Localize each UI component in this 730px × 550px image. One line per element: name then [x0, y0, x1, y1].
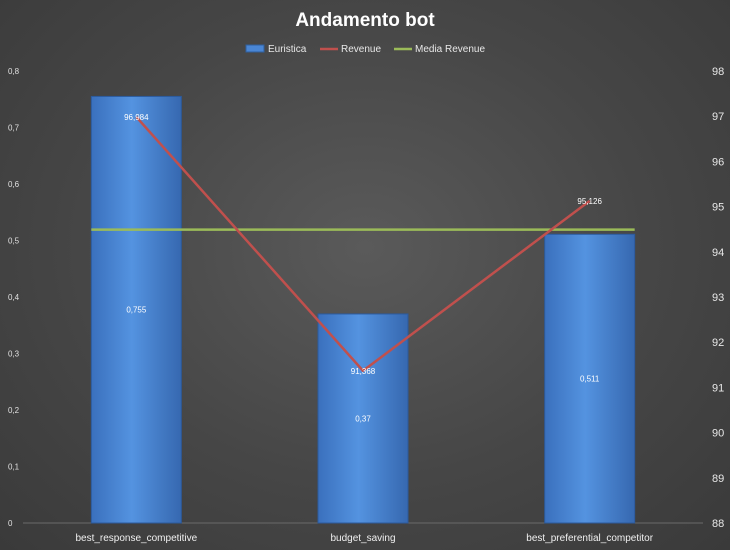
- left-tick-label: 0,8: [8, 67, 20, 76]
- legend-label-euristica: Euristica: [268, 44, 307, 55]
- right-tick-label: 98: [712, 66, 724, 78]
- right-tick-label: 90: [712, 428, 724, 440]
- bar-data-label: 0,755: [126, 306, 147, 315]
- bar-data-label: 0,511: [580, 375, 600, 384]
- line-series: [91, 116, 635, 373]
- category-axis: best_response_competitive budget_saving be…: [75, 533, 653, 544]
- legend-label-media-revenue: Media Revenue: [415, 44, 485, 55]
- bar-series: [90, 95, 636, 524]
- category-label: best_response_competitive: [75, 533, 197, 544]
- revenue-data-label: 95,126: [577, 197, 602, 206]
- bar: [544, 233, 636, 524]
- right-tick-label: 89: [712, 473, 724, 485]
- left-tick-label: 0,6: [8, 180, 20, 189]
- category-label: budget_saving: [330, 533, 395, 544]
- revenue-data-label: 91,368: [351, 367, 376, 376]
- left-tick-label: 0,5: [8, 237, 20, 246]
- legend: Euristica Revenue Media Revenue: [245, 44, 485, 55]
- left-tick-label: 0,3: [8, 350, 20, 359]
- revenue-data-label: 96,984: [124, 113, 149, 122]
- right-axis: 88 89 90 91 92 93 94 95 96 97 98: [712, 66, 724, 530]
- right-tick-label: 96: [712, 156, 724, 168]
- left-tick-label: 0: [8, 519, 13, 528]
- legend-label-revenue: Revenue: [341, 44, 381, 55]
- legend-swatch-euristica: [245, 44, 265, 53]
- left-tick-label: 0,7: [8, 124, 20, 133]
- right-tick-label: 95: [712, 202, 724, 214]
- left-tick-label: 0,4: [8, 293, 20, 302]
- data-labels: 0,755 0,37 0,511 96,984 91,368 95,126: [124, 113, 602, 424]
- right-tick-label: 91: [712, 382, 724, 394]
- right-tick-label: 88: [712, 518, 724, 530]
- bar: [90, 95, 182, 524]
- line-revenue: [135, 116, 591, 373]
- right-tick-label: 92: [712, 337, 724, 349]
- bar-data-label: 0,37: [355, 414, 371, 423]
- left-tick-label: 0,1: [8, 463, 20, 472]
- right-tick-label: 94: [712, 247, 724, 259]
- right-tick-label: 97: [712, 111, 724, 123]
- left-tick-label: 0,2: [8, 406, 20, 415]
- chart-title: Andamento bot: [295, 10, 435, 31]
- category-label: best_preferential_competitor: [526, 533, 653, 544]
- right-tick-label: 93: [712, 292, 724, 304]
